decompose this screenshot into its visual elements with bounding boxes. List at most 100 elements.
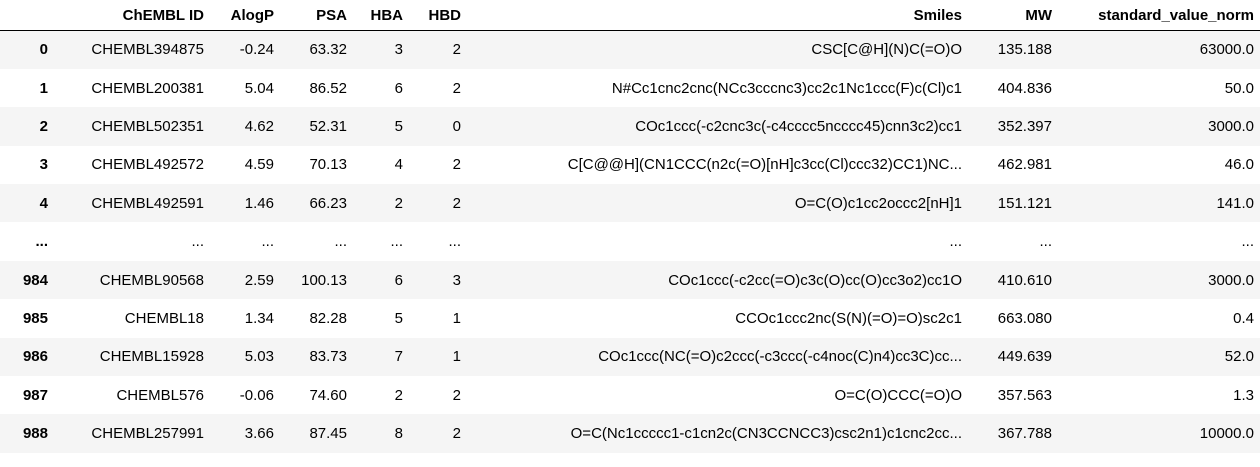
table-body: 0 CHEMBL394875 -0.24 63.32 3 2 CSC[C@H](N)C(=O…	[0, 30, 1260, 453]
table-row: ...........................	[0, 222, 1260, 261]
table-row: 984 CHEMBL90568 2.59 100.13 6 3 COc1ccc(-c2cc(…	[0, 260, 1260, 300]
row-index: 988	[22, 425, 48, 443]
alogp-cell: -0.24	[239, 41, 274, 59]
smiles-cell: N#Cc1cnc2cnc(NCc3cccnc3)cc2c1Nc1ccc(F)c(…	[611, 79, 962, 97]
hba-cell: 4	[394, 156, 403, 174]
standard-value-norm-cell: 141.0	[1216, 194, 1254, 212]
hba-cell: 2	[394, 194, 403, 212]
hbd-cell: 1	[452, 309, 461, 327]
mw-cell: 135.188	[997, 41, 1052, 59]
chembl-id-cell: CHEMBL90568	[99, 271, 204, 289]
alogp-cell: 1.46	[244, 194, 274, 212]
standard-value-norm-cell: 52.0	[1224, 348, 1254, 366]
psa-cell: 52.31	[309, 117, 347, 135]
chembl-id-cell: ...	[191, 233, 204, 251]
hbd-cell: 3	[452, 271, 461, 289]
standard-value-norm-cell: ...	[1241, 233, 1254, 251]
chembl-id-cell: CHEMBL492591	[91, 194, 204, 212]
standard-value-norm-cell: 3000.0	[1208, 117, 1254, 135]
mw-cell: 410.610	[997, 271, 1052, 289]
hba-cell: 7	[394, 348, 403, 366]
standard-value-norm-cell: 50.0	[1224, 79, 1254, 97]
psa-cell: 82.28	[309, 309, 347, 327]
hba-cell: 5	[394, 117, 403, 135]
psa-cell: 74.60	[309, 386, 347, 404]
standard-value-norm-cell: 46.0	[1224, 156, 1254, 174]
alogp-cell: -0.06	[239, 386, 274, 404]
table-row: 985 CHEMBL18 1.34 82.28 5 1 CCOc1ccc2nc(S(N)(=…	[0, 299, 1260, 338]
hbd-cell: 0	[452, 117, 461, 135]
psa-cell: 66.23	[309, 194, 347, 212]
row-index: 0	[39, 41, 48, 59]
hba-cell: 5	[394, 309, 403, 327]
smiles-header: Smiles	[467, 0, 968, 31]
standard-value-norm-header: standard_value_norm	[1058, 0, 1260, 31]
alogp-cell: 1.34	[244, 309, 274, 327]
psa-cell: 86.52	[309, 79, 347, 97]
smiles-cell: CSC[C@H](N)C(=O)O	[811, 41, 962, 59]
alogp-cell: 5.04	[244, 79, 274, 97]
index-header	[0, 0, 54, 31]
hba-cell: 2	[394, 386, 403, 404]
mw-cell: 663.080	[997, 309, 1052, 327]
mw-cell: ...	[1039, 233, 1052, 251]
standard-value-norm-cell: 1.3	[1233, 386, 1254, 404]
row-index: 986	[22, 348, 48, 366]
psa-header: PSA	[280, 0, 353, 31]
table-row: 988 CHEMBL257991 3.66 87.45 8 2 O=C(Nc1ccccc1-…	[0, 414, 1260, 453]
hbd-cell: 2	[452, 425, 461, 443]
dataframe-table: ChEMBL ID AlogP PSA HBA HBD Smiles MW standard_…	[0, 0, 1260, 453]
mw-cell: 404.836	[997, 79, 1052, 97]
chembl-id-cell: CHEMBL394875	[91, 41, 204, 59]
table-row: 3 CHEMBL492572 4.59 70.13 4 2 C[C@@H](CN1CCC(n…	[0, 145, 1260, 185]
hbd-cell: 2	[452, 386, 461, 404]
row-index: 4	[39, 194, 48, 212]
smiles-cell: O=C(O)c1cc2occc2[nH]1	[794, 194, 962, 212]
mw-cell: 449.639	[997, 348, 1052, 366]
hbd-header: HBD	[409, 0, 467, 31]
chembl-id-cell: CHEMBL492572	[91, 156, 204, 174]
standard-value-norm-cell: 3000.0	[1208, 271, 1254, 289]
hba-header: HBA	[353, 0, 409, 31]
psa-cell: 70.13	[309, 156, 347, 174]
smiles-cell: CCOc1ccc2nc(S(N)(=O)=O)sc2c1	[735, 309, 962, 327]
header-row: ChEMBL ID AlogP PSA HBA HBD Smiles MW standard_…	[0, 0, 1260, 31]
hbd-cell: 2	[452, 79, 461, 97]
chembl-id-cell: CHEMBL502351	[91, 117, 204, 135]
alogp-cell: 4.59	[244, 156, 274, 174]
mw-header: MW	[968, 0, 1058, 31]
smiles-cell: ...	[949, 233, 962, 251]
alogp-header: AlogP	[210, 0, 280, 31]
smiles-cell: C[C@@H](CN1CCC(n2c(=O)[nH]c3cc(Cl)ccc32)…	[567, 156, 962, 174]
table-row: 987 CHEMBL576 -0.06 74.60 2 2 O=C(O)CCC(=O)O 35…	[0, 376, 1260, 415]
smiles-cell: O=C(O)CCC(=O)O	[834, 386, 963, 404]
chembl-id-cell: CHEMBL576	[116, 386, 204, 404]
alogp-cell: ...	[261, 233, 274, 251]
standard-value-norm-cell: 63000.0	[1199, 41, 1254, 59]
smiles-cell: O=C(Nc1ccccc1-c1cn2c(CN3CCNCC3)csc2n1)c1…	[570, 425, 962, 443]
table-row: 986 CHEMBL15928 5.03 83.73 7 1 COc1ccc(NC(=O)c…	[0, 337, 1260, 377]
row-index: 2	[39, 117, 48, 135]
hbd-cell: 1	[452, 348, 461, 366]
chembl-id-header: ChEMBL ID	[54, 0, 210, 31]
table-row: 2 CHEMBL502351 4.62 52.31 5 0 COc1ccc(-c2cnc3c…	[0, 107, 1260, 146]
psa-cell: 83.73	[309, 348, 347, 366]
smiles-cell: COc1ccc(-c2cnc3c(-c4cccc5ncccc45)cnn3c2)…	[635, 117, 962, 135]
standard-value-norm-cell: 10000.0	[1199, 425, 1254, 443]
table-row: 4 CHEMBL492591 1.46 66.23 2 2 O=C(O)c1cc2occc2…	[0, 184, 1260, 223]
chembl-id-cell: CHEMBL15928	[99, 348, 204, 366]
hba-cell: 8	[394, 425, 403, 443]
standard-value-norm-cell: 0.4	[1233, 309, 1254, 327]
psa-cell: 63.32	[309, 41, 347, 59]
mw-cell: 462.981	[997, 156, 1052, 174]
alogp-cell: 4.62	[244, 117, 274, 135]
hbd-cell: 2	[452, 156, 461, 174]
psa-cell: 100.13	[301, 271, 347, 289]
hba-cell: ...	[390, 233, 403, 251]
hbd-cell: 2	[452, 194, 461, 212]
hba-cell: 3	[394, 41, 403, 59]
row-index: 3	[39, 156, 48, 174]
chembl-id-cell: CHEMBL200381	[91, 79, 204, 97]
row-index: 1	[39, 79, 48, 97]
table-row: 1 CHEMBL200381 5.04 86.52 6 2 N#Cc1cnc2cnc(NCc…	[0, 68, 1260, 108]
